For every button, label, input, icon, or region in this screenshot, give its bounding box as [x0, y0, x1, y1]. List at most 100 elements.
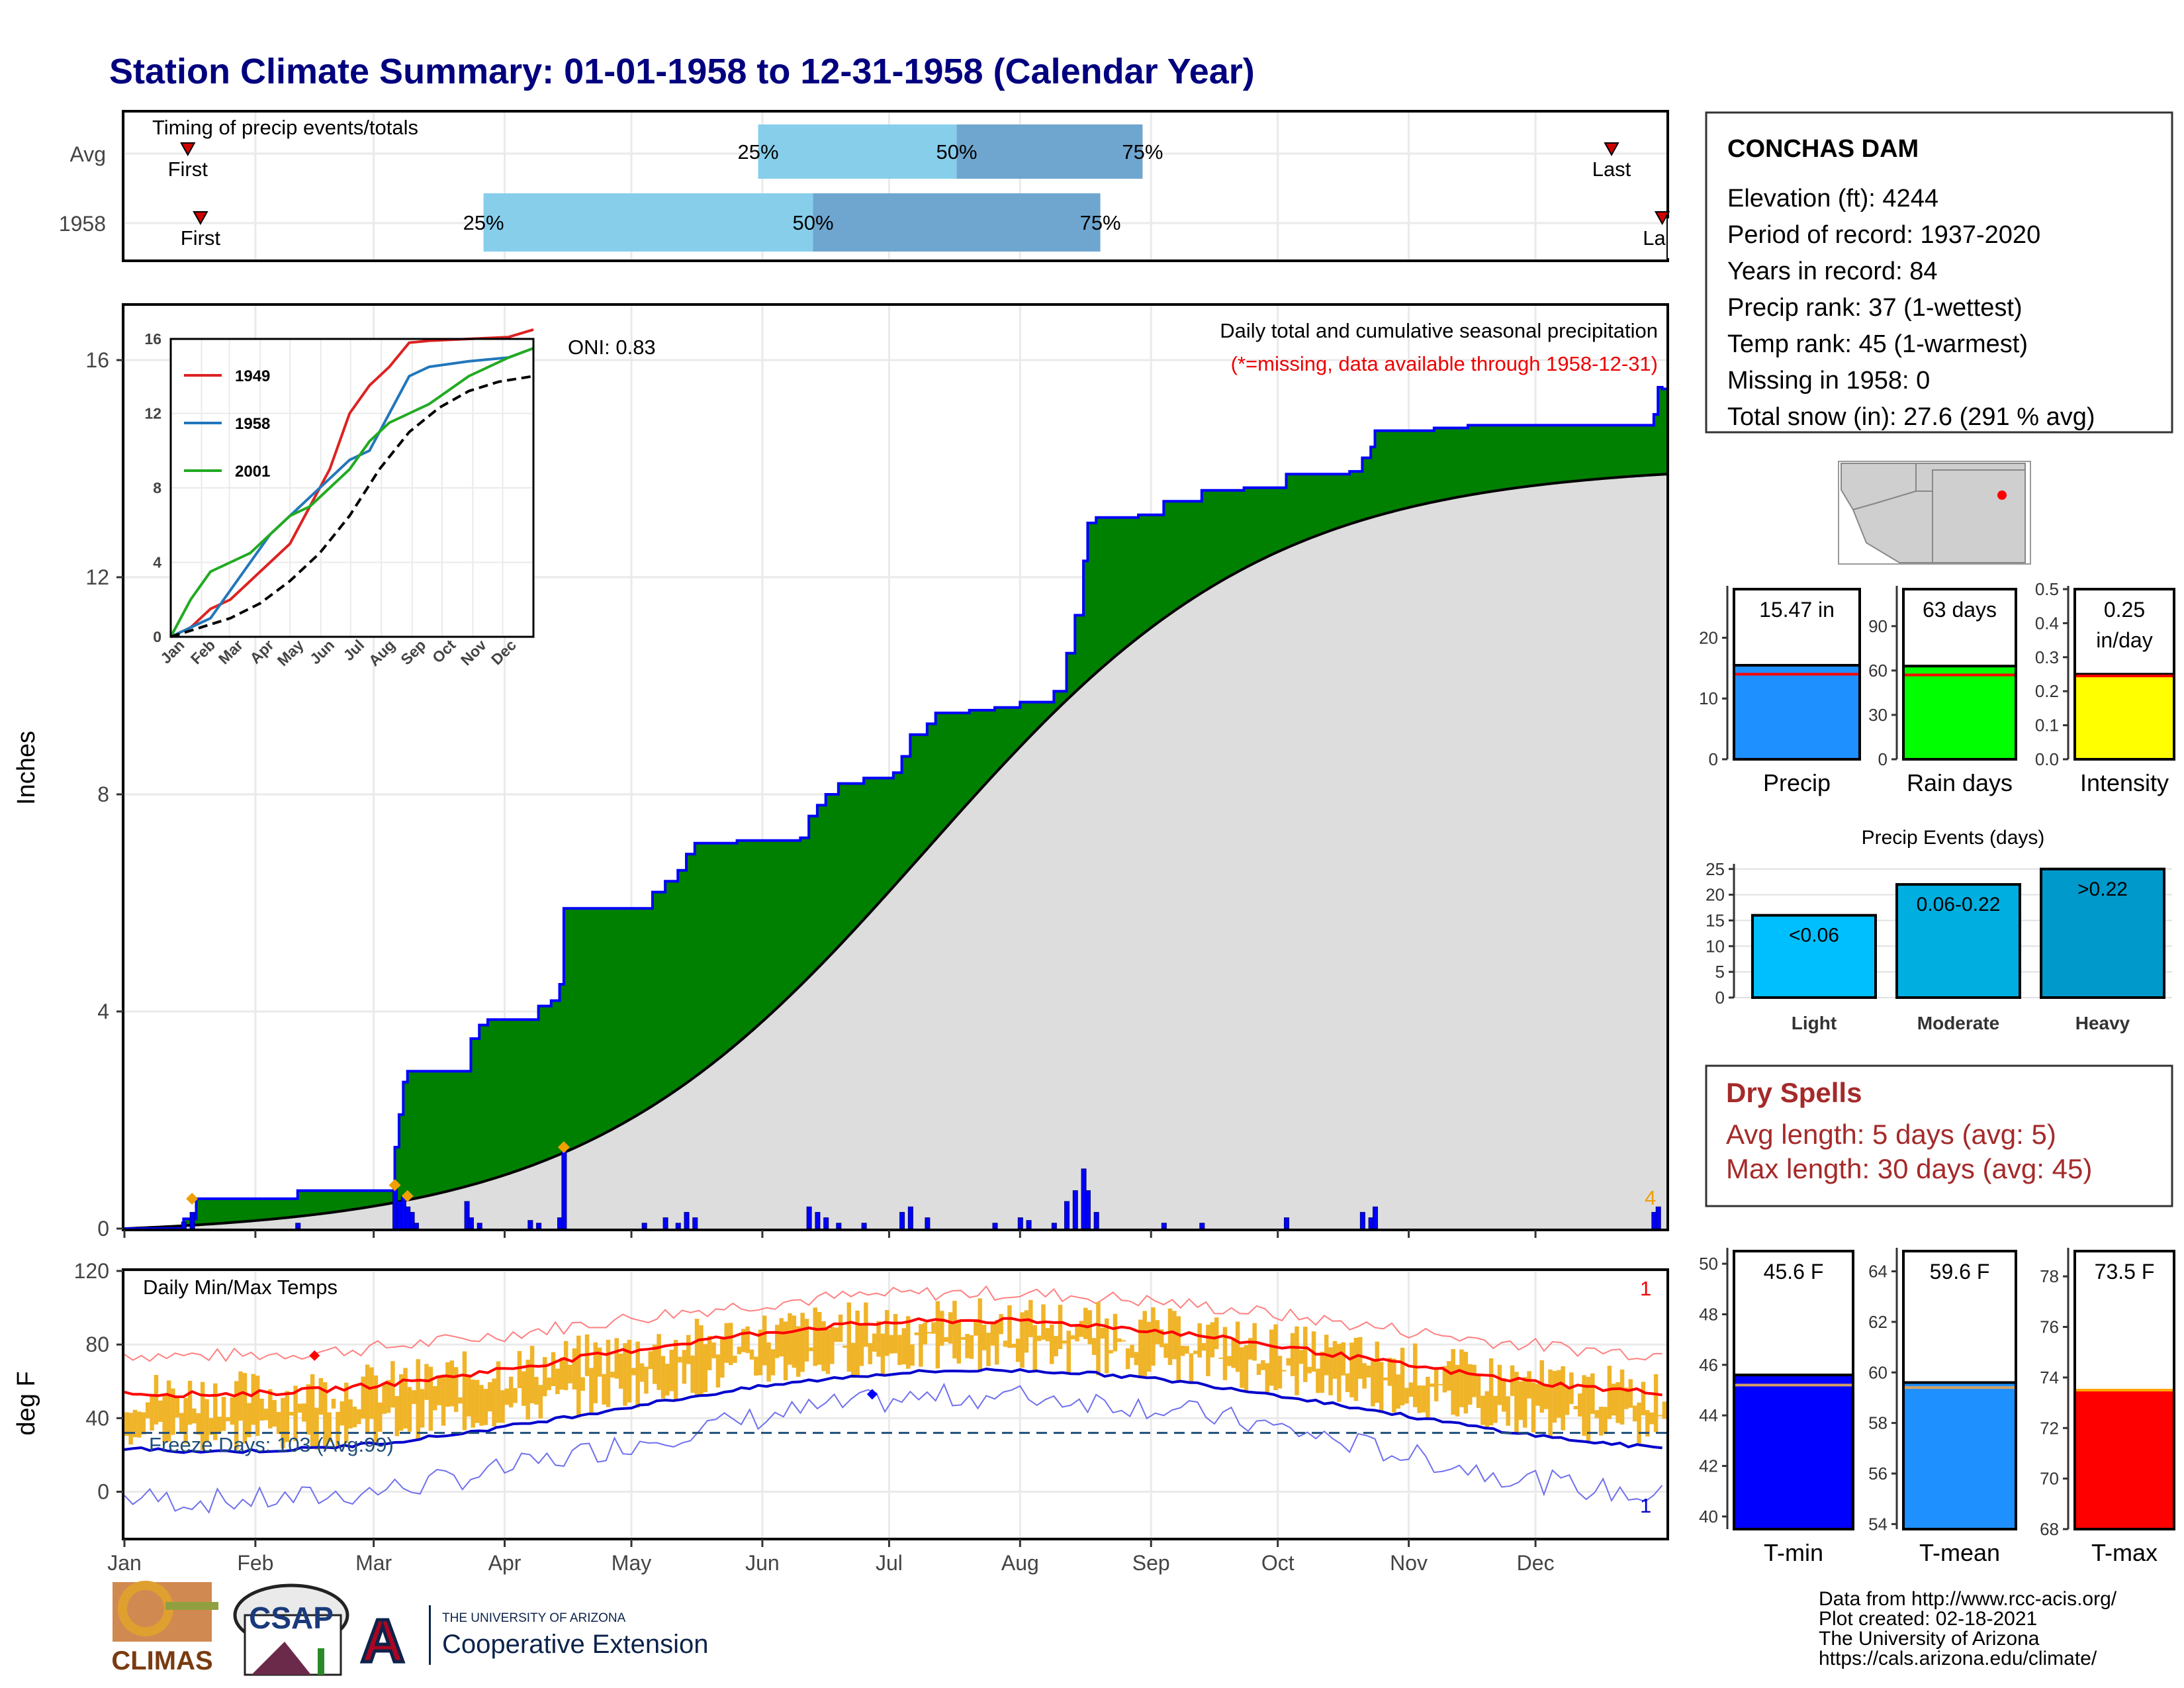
- daily-temp-bar: [175, 1395, 180, 1418]
- y-tick-label: 54: [1868, 1514, 1888, 1534]
- y-tick-label: 0: [97, 1480, 109, 1504]
- daily-precip-bar: [1051, 1223, 1057, 1229]
- inset-month-label: Aug: [365, 636, 398, 669]
- daily-temp-bar: [960, 1336, 966, 1340]
- daily-temp-bar: [1180, 1346, 1185, 1356]
- daily-temp-bar: [187, 1380, 193, 1425]
- daily-temp-bar: [682, 1350, 687, 1384]
- daily-temp-bar: [1535, 1383, 1540, 1406]
- daily-temp-bar: [1054, 1336, 1058, 1356]
- daily-precip-bar: [1026, 1220, 1032, 1229]
- first-event-marker: [193, 211, 208, 226]
- daily-temp-bar: [492, 1378, 496, 1427]
- daily-temp-bar: [196, 1413, 201, 1435]
- daily-temp-bar: [1421, 1385, 1426, 1413]
- daily-temp-bar: [475, 1380, 480, 1423]
- daily-temp-bar: [901, 1328, 907, 1365]
- y-tick-label: 15: [1706, 910, 1725, 930]
- daily-temp-bar: [141, 1412, 146, 1434]
- month-label: Nov: [1390, 1551, 1428, 1575]
- event-range-label: 0.06-0.22: [1917, 894, 2001, 915]
- daily-temp-bar: [1645, 1410, 1650, 1437]
- daily-temp-bar: [905, 1316, 911, 1369]
- daily-temp-bar: [1185, 1346, 1189, 1354]
- y-tick-label: 0.0: [2035, 749, 2059, 769]
- y-tick-label: 0.4: [2035, 613, 2059, 633]
- timing-pct-label: 75%: [1122, 140, 1163, 164]
- daily-temp-bar: [398, 1374, 404, 1431]
- y-tick-label: 0: [1878, 749, 1888, 769]
- tmean-chart: 54 56 58 60 62 64 59.6 F T-mean: [1868, 1248, 2017, 1566]
- daily-temp-bar: [1582, 1375, 1586, 1436]
- tmax-chart: 68 70 72 74 76 78 73.5 F T-max: [2040, 1248, 2175, 1566]
- daily-temp-bar: [361, 1376, 365, 1419]
- y-tick-label: 0: [1709, 749, 1718, 769]
- daily-temp-bar: [1130, 1344, 1134, 1358]
- daily-temp-bar: [699, 1325, 704, 1395]
- daily-temp-bar: [1320, 1351, 1325, 1393]
- daily-temp-bar: [437, 1375, 441, 1405]
- edge-mask: [1668, 218, 1694, 258]
- daily-temp-bar: [407, 1387, 412, 1432]
- daily-temp-bar: [242, 1373, 248, 1444]
- timing-bar-q1: [758, 124, 957, 179]
- event-bar: [1751, 914, 1877, 999]
- daily-temp-bar: [1146, 1321, 1152, 1372]
- daily-temp-bar: [441, 1374, 446, 1426]
- month-label: Mar: [355, 1551, 392, 1575]
- daily-temp-bar: [749, 1349, 754, 1360]
- daily-temp-bar: [821, 1321, 826, 1372]
- daily-temp-bar: [995, 1320, 999, 1365]
- daily-temp-bar: [183, 1397, 188, 1444]
- daily-temp-bar: [923, 1322, 927, 1344]
- daily-temp-bar: [348, 1399, 353, 1429]
- daily-precip-bar: [189, 1211, 195, 1229]
- daily-temp-bar: [1451, 1349, 1455, 1415]
- daily-temp-bar: [433, 1385, 437, 1411]
- timing-row-label-year: 1958: [59, 212, 106, 236]
- y-tick-label: 0: [1715, 988, 1725, 1008]
- inset-y-tick-label: 8: [153, 479, 161, 496]
- daily-temp-bar: [728, 1323, 733, 1366]
- daily-temp-bar: [1100, 1327, 1105, 1339]
- daily-temp-bar: [720, 1337, 725, 1378]
- y-tick-label: 12: [85, 565, 109, 589]
- y-tick-label: 5: [1715, 962, 1725, 982]
- daily-temp-bar: [678, 1356, 682, 1363]
- daily-temp-bar: [563, 1340, 569, 1391]
- precip-header: Daily total and cumulative seasonal prec…: [1220, 319, 1658, 342]
- daily-temp-bar: [639, 1363, 645, 1382]
- value-label: 0.25: [2104, 598, 2145, 622]
- daily-precip-bar: [992, 1223, 998, 1229]
- daily-temp-bar: [1142, 1311, 1147, 1378]
- daily-temp-bar: [226, 1417, 230, 1422]
- inset-month-label: Oct: [429, 636, 459, 667]
- daily-temp-bar: [158, 1400, 163, 1423]
- daily-precip-bar: [477, 1223, 482, 1229]
- daily-temp-bar: [1607, 1366, 1612, 1419]
- station-temp-rank: Temp rank: 45 (1-warmest): [1727, 330, 2028, 358]
- temp-corner-bottom: 1: [1640, 1494, 1651, 1517]
- station-period: Period of record: 1937-2020: [1727, 221, 2040, 249]
- inset-series-line: [169, 347, 534, 637]
- daily-temp-bar: [572, 1348, 577, 1389]
- daily-temp-bar: [948, 1312, 953, 1344]
- station-location-marker: [1997, 491, 2007, 500]
- page-title: Station Climate Summary: 01-01-1958 to 1…: [109, 52, 1255, 91]
- daily-temp-bar: [1628, 1379, 1633, 1408]
- value-bar: [1902, 1381, 2017, 1530]
- daily-temp-bar: [1125, 1348, 1130, 1370]
- last-event-marker: [1654, 211, 1670, 226]
- daily-temp-bar: [555, 1368, 560, 1395]
- credit-line: The University of Arizona: [1819, 1628, 2040, 1650]
- daily-temp-bar: [652, 1344, 657, 1384]
- daily-temp-bar: [715, 1354, 721, 1387]
- record-day-marker: [186, 1192, 199, 1205]
- first-event-marker: [180, 142, 196, 157]
- daily-temp-bar: [1662, 1401, 1667, 1419]
- daily-temp-bar: [804, 1319, 809, 1362]
- daily-temp-bar: [872, 1333, 877, 1352]
- daily-temp-bar: [1003, 1340, 1008, 1347]
- daily-temp-bar: [673, 1340, 678, 1401]
